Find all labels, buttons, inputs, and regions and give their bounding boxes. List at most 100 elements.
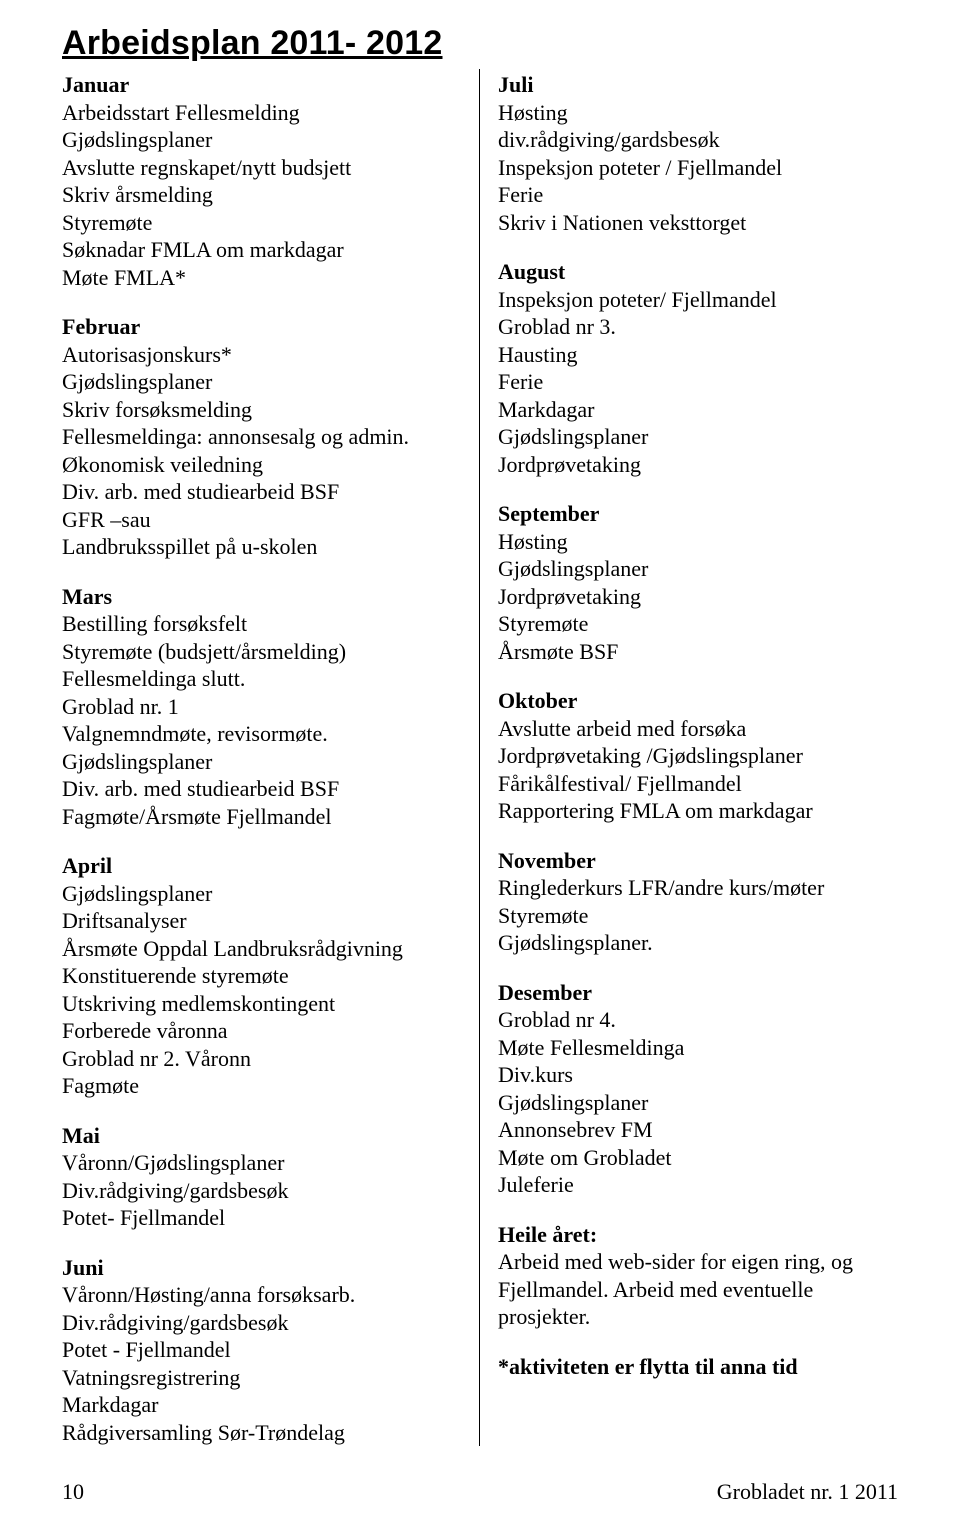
list-item: Rapportering FMLA om markdagar [498,797,898,825]
list-item: Fellesmeldinga: annonsesalg og admin. [62,423,461,451]
month-heading: Januar [62,71,461,99]
month-heading: November [498,847,898,875]
right-column: Juli Høsting div.rådgiving/gardsbesøk In… [480,69,898,1446]
list-item: Økonomisk veiledning [62,451,461,479]
month-block: Juli Høsting div.rådgiving/gardsbesøk In… [498,71,898,236]
list-item: div.rådgiving/gardsbesøk [498,126,898,154]
list-item: Årsmøte Oppdal Landbruksrådgivning [62,935,461,963]
list-item: Annonsebrev FM [498,1116,898,1144]
list-item: Inspeksjon poteter / Fjellmandel [498,154,898,182]
list-item: Arbeidsstart Fellesmelding [62,99,461,127]
list-item: Autorisasjonskurs* [62,341,461,369]
month-heading: April [62,852,461,880]
month-block: Januar Arbeidsstart Fellesmelding Gjødsl… [62,71,461,291]
month-heading: Mai [62,1122,461,1150]
list-item: Høsting [498,99,898,127]
list-item: Div.kurs [498,1061,898,1089]
page: Arbeidsplan 2011- 2012 Januar Arbeidssta… [0,0,960,1533]
list-item: Markdagar [498,396,898,424]
page-title: Arbeidsplan 2011- 2012 [62,24,898,63]
list-item: Bestilling forsøksfelt [62,610,461,638]
month-block: November Ringlederkurs LFR/andre kurs/mø… [498,847,898,957]
list-item: Potet- Fjellmandel [62,1204,461,1232]
list-item: Søknadar FMLA om markdagar [62,236,461,264]
list-item: Jordprøvetaking [498,583,898,611]
month-block: Februar Autorisasjonskurs* Gjødslingspla… [62,313,461,561]
list-item: Div. arb. med studiearbeid BSF [62,478,461,506]
month-heading: Desember [498,979,898,1007]
list-item: Groblad nr. 1 [62,693,461,721]
list-item: Gjødslingsplaner [62,368,461,396]
list-item: Våronn/Gjødslingsplaner [62,1149,461,1177]
month-block: Juni Våronn/Høsting/anna forsøksarb. Div… [62,1254,461,1447]
month-heading: Mars [62,583,461,611]
list-item: Groblad nr 4. [498,1006,898,1034]
list-item: Jordprøvetaking [498,451,898,479]
list-item: Div. arb. med studiearbeid BSF [62,775,461,803]
list-item: Skriv årsmelding [62,181,461,209]
month-block: April Gjødslingsplaner Driftsanalyser År… [62,852,461,1100]
left-column: Januar Arbeidsstart Fellesmelding Gjødsl… [62,69,480,1446]
list-item: Hausting [498,341,898,369]
month-block: Mai Våronn/Gjødslingsplaner Div.rådgivin… [62,1122,461,1232]
list-item: Groblad nr 2. Våronn [62,1045,461,1073]
list-item: Årsmøte BSF [498,638,898,666]
list-item: Gjødslingsplaner [498,555,898,583]
month-block: Desember Groblad nr 4. Møte Fellesmeldin… [498,979,898,1199]
month-block: August Inspeksjon poteter/ Fjellmandel G… [498,258,898,478]
month-heading: Juni [62,1254,461,1282]
list-item: Våronn/Høsting/anna forsøksarb. [62,1281,461,1309]
list-item: Styremøte [498,610,898,638]
list-item: Møte FMLA* [62,264,461,292]
list-item: Styremøte [62,209,461,237]
list-item: Ferie [498,181,898,209]
month-heading: August [498,258,898,286]
list-item: Inspeksjon poteter/ Fjellmandel [498,286,898,314]
month-block: Oktober Avslutte arbeid med forsøka Jord… [498,687,898,825]
list-item: GFR –sau [62,506,461,534]
page-number: 10 [62,1479,84,1505]
list-item: Valgnemndmøte, revisormøte. [62,720,461,748]
list-item: Potet - Fjellmandel [62,1336,461,1364]
footer-right: Grobladet nr. 1 2011 [717,1479,898,1505]
footer: 10 Grobladet nr. 1 2011 [62,1479,898,1505]
list-item: Ferie [498,368,898,396]
list-item: Avslutte arbeid med forsøka [498,715,898,743]
list-item: Jordprøvetaking /Gjødslingsplaner [498,742,898,770]
list-item: Div.rådgiving/gardsbesøk [62,1309,461,1337]
list-item: Gjødslingsplaner [62,748,461,776]
list-item: Ringlederkurs LFR/andre kurs/møter [498,874,898,902]
month-heading: Oktober [498,687,898,715]
footnote: *aktiviteten er flytta til anna tid [498,1353,898,1381]
month-heading: Februar [62,313,461,341]
month-heading: Juli [498,71,898,99]
list-item: Fagmøte [62,1072,461,1100]
list-item: Gjødslingsplaner [62,126,461,154]
list-item: Forberede våronna [62,1017,461,1045]
list-item: Møte Fellesmeldinga [498,1034,898,1062]
month-block: Mars Bestilling forsøksfelt Styremøte (b… [62,583,461,831]
list-item: Fagmøte/Årsmøte Fjellmandel [62,803,461,831]
list-item: Gjødslingsplaner [498,423,898,451]
list-item: Konstituerende styremøte [62,962,461,990]
list-item: Div.rådgiving/gardsbesøk [62,1177,461,1205]
month-block: September Høsting Gjødslingsplaner Jordp… [498,500,898,665]
month-heading: September [498,500,898,528]
list-item: Markdagar [62,1391,461,1419]
list-item: Avslutte regnskapet/nytt budsjett [62,154,461,182]
list-item: Utskriving medlemskontingent [62,990,461,1018]
list-item: Fårikålfestival/ Fjellmandel [498,770,898,798]
list-item: Skriv forsøksmelding [62,396,461,424]
list-item: Styremøte (budsjett/årsmelding) [62,638,461,666]
list-item: Juleferie [498,1171,898,1199]
list-item: Groblad nr 3. [498,313,898,341]
list-item: Vatningsregistrering [62,1364,461,1392]
month-block: Heile året: Arbeid med web-sider for eig… [498,1221,898,1331]
list-item: Driftsanalyser [62,907,461,935]
list-item: Gjødslingsplaner [62,880,461,908]
columns: Januar Arbeidsstart Fellesmelding Gjødsl… [62,69,898,1446]
list-item: Høsting [498,528,898,556]
month-heading: Heile året: [498,1221,898,1249]
list-item: Arbeid med web-sider for eigen ring, og … [498,1248,898,1331]
list-item: Rådgiversamling Sør-Trøndelag [62,1419,461,1447]
